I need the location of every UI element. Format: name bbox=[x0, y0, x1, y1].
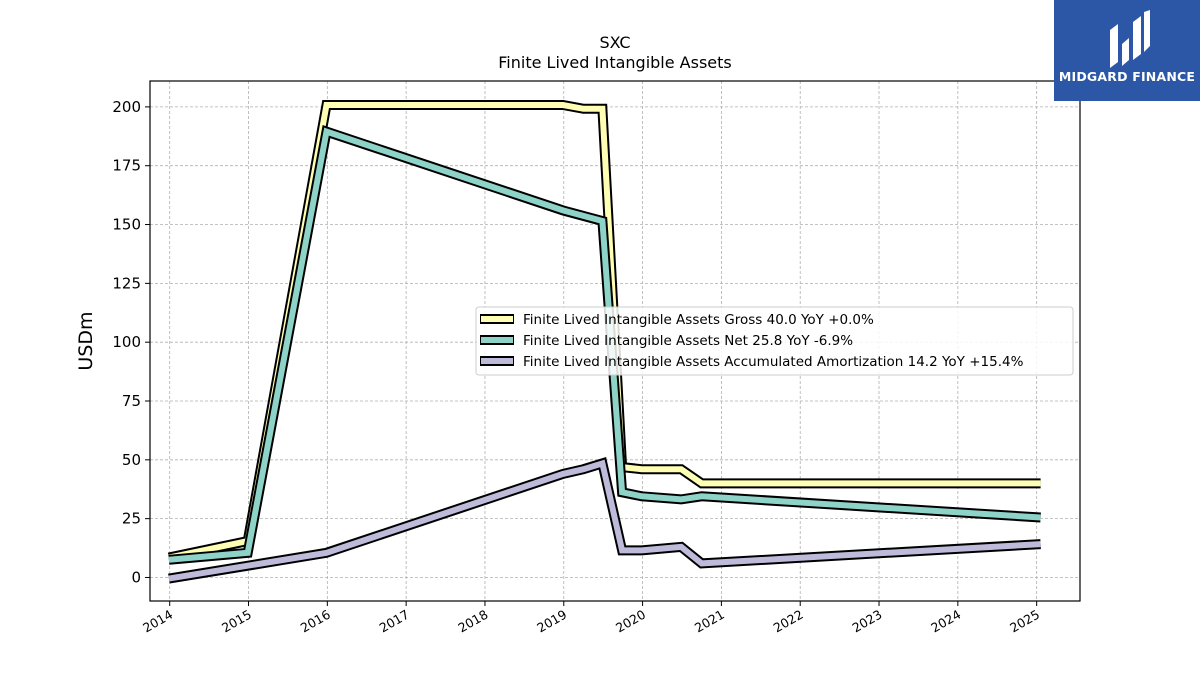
x-tick-label: 2016 bbox=[298, 607, 333, 636]
legend-label-0: Finite Lived Intangible Assets Gross 40.… bbox=[523, 312, 874, 328]
y-tick-label: 200 bbox=[112, 98, 141, 116]
y-tick-label: 0 bbox=[131, 568, 141, 586]
x-tick-label: 2015 bbox=[219, 607, 254, 636]
x-tick-label: 2017 bbox=[377, 607, 412, 636]
series-line-2 bbox=[168, 459, 1041, 582]
legend-label-2: Finite Lived Intangible Assets Accumulat… bbox=[523, 354, 1024, 370]
x-axis: 2014 2015 2016 2017 2018 2019 2020 2021 2022 2023… bbox=[140, 601, 1042, 636]
legend: Finite Lived Intangible Assets Gross 40.… bbox=[475, 306, 1074, 376]
logo-text: MIDGARD FINANCE bbox=[1058, 69, 1196, 84]
x-tick-label: 2022 bbox=[771, 607, 806, 636]
y-tick-label: 75 bbox=[122, 392, 141, 410]
midgard-logo-mark-icon bbox=[1110, 10, 1150, 68]
chart-title: SXC bbox=[599, 33, 630, 52]
x-tick-label: 2018 bbox=[455, 607, 490, 636]
midgard-finance-logo: MIDGARD FINANCE bbox=[1054, 0, 1200, 101]
y-axis-label: USDm bbox=[75, 311, 97, 370]
y-tick-label: 100 bbox=[112, 333, 141, 351]
x-tick-label: 2019 bbox=[534, 607, 569, 636]
x-tick-label: 2025 bbox=[1007, 607, 1042, 636]
y-tick-label: 125 bbox=[112, 274, 141, 292]
legend-box bbox=[475, 306, 1074, 376]
legend-label-1: Finite Lived Intangible Assets Net 25.8 … bbox=[523, 333, 853, 349]
x-tick-label: 2014 bbox=[140, 607, 175, 636]
y-tick-label: 175 bbox=[112, 157, 141, 175]
plot-frame bbox=[149, 80, 1081, 602]
y-tick-label: 50 bbox=[122, 451, 141, 469]
y-tick-label: 25 bbox=[122, 510, 141, 528]
y-tick-label: 150 bbox=[112, 216, 141, 234]
x-tick-label: 2021 bbox=[692, 607, 727, 636]
x-tick-label: 2024 bbox=[928, 607, 963, 636]
x-tick-label: 2023 bbox=[849, 607, 884, 636]
chart-subtitle: Finite Lived Intangible Assets bbox=[498, 53, 731, 72]
y-axis: 0 25 50 75 100 125 150 175 200 bbox=[112, 98, 150, 586]
x-tick-label: 2020 bbox=[613, 607, 648, 636]
